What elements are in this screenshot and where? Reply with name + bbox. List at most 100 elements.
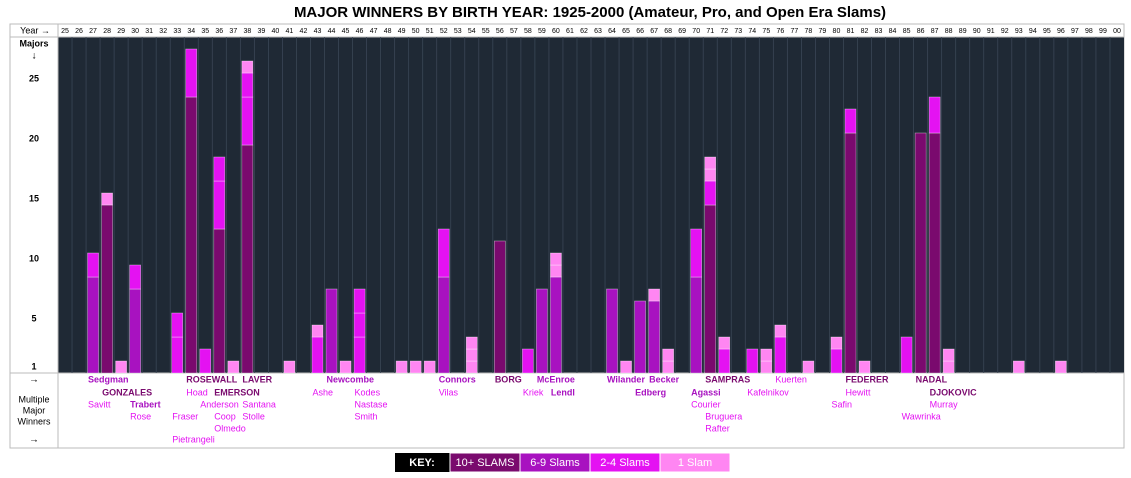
x-tick-label: 67 [650,28,658,35]
bar-segment [115,360,127,374]
winner-name: Santana [242,399,276,409]
winner-name: Newcombe [327,374,375,384]
bar-segment [914,132,927,374]
x-tick-label: 47 [370,28,378,35]
winner-name: LAVER [242,374,272,384]
winner-name: NADAL [916,374,948,384]
winner-name: Becker [649,374,680,384]
x-tick-label: 39 [257,28,265,35]
winner-name: Bruguera [705,411,742,421]
winner-name: Trabert [130,399,161,409]
key-box [395,453,450,472]
x-tick-label: 96 [1057,28,1065,35]
winner-name: Wawrinka [902,411,941,421]
x-tick-label: 28 [103,28,111,35]
winner-name: Kriek [523,387,544,397]
bar-segment [465,336,478,350]
bar-segment [353,336,366,374]
winner-name: Wilander [607,374,645,384]
key-label: KEY: [409,457,434,469]
y-axis-arrow: ↓ [32,51,37,62]
bar-segment [704,204,717,374]
x-tick-label: 53 [454,28,462,35]
x-tick-label: 82 [861,28,869,35]
x-tick-label: 89 [959,28,967,35]
winner-name: McEnroe [537,374,575,384]
bar-segment [718,336,731,350]
x-tick-label: 85 [903,28,911,35]
x-tick-label: 52 [440,28,448,35]
winner-name: Pietrangeli [172,434,215,444]
x-tick-label: 58 [524,28,532,35]
key-entry: 6-9 Slams [530,457,580,469]
winner-name: Olmedo [214,423,246,433]
bar-segment [129,264,141,290]
bar-segment [101,204,113,374]
y-tick-label: 25 [29,73,39,83]
winner-name: Safin [831,399,852,409]
bar-segment [858,360,871,374]
bar-segment [634,300,646,374]
bar-segment [718,348,731,374]
y-tick-label: 10 [29,253,39,263]
winner-name: BORG [495,374,522,384]
x-tick-label: 26 [75,28,83,35]
x-tick-label: 93 [1015,28,1023,35]
winner-name: Kafelnikov [747,387,789,397]
bar-segment [774,324,787,338]
x-tick-label: 56 [496,28,504,35]
bar-segment [606,288,618,374]
x-tick-label: 60 [552,28,560,35]
x-tick-label: 66 [636,28,644,35]
x-tick-label: 61 [566,28,574,35]
bar-segment [900,336,913,374]
x-tick-label: 74 [748,28,756,35]
winner-name: Hewitt [845,387,871,397]
x-tick-label: 27 [89,28,97,35]
bar-segment [844,132,857,374]
bar-segment [241,72,254,98]
x-tick-label: 94 [1029,28,1037,35]
x-tick-label: 91 [987,28,995,35]
bar-segment [339,360,352,374]
bar-segment [704,156,717,170]
bar-segment [942,360,955,374]
bar-segment [928,96,941,134]
x-tick-label: 45 [342,28,350,35]
winner-name: Connors [439,374,476,384]
bar-segment [830,336,843,350]
x-tick-label: 40 [272,28,280,35]
winner-name: Stolle [242,411,265,421]
x-tick-label: 57 [510,28,518,35]
x-tick-label: 30 [131,28,139,35]
x-tick-label: 25 [61,28,69,35]
x-tick-label: 75 [762,28,770,35]
key-entry: 10+ SLAMS [455,457,514,469]
chart-title: MAJOR WINNERS BY BIRTH YEAR: 1925-2000 (… [294,4,886,21]
x-tick-label: 49 [398,28,406,35]
bar-segment [409,360,422,374]
winner-name: ROSEWALL [186,374,238,384]
winner-name: Vilas [439,387,459,397]
key-entry: 2-4 Slams [600,457,650,469]
bar-segment [437,228,450,278]
key-swatch [659,452,731,473]
bar-segment [830,348,843,374]
x-tick-label: 78 [805,28,813,35]
winner-name: GONZALES [102,387,152,397]
y-tick-label: 1 [31,361,36,371]
x-tick-label: 51 [426,28,434,35]
bar-segment [536,288,548,374]
bar-segment [185,48,198,98]
winner-name: Sedgman [88,374,129,384]
bar-segment [550,276,562,374]
winner-name: Murray [930,399,959,409]
x-tick-label: 62 [580,28,588,35]
x-tick-label: 50 [412,28,420,35]
bar-segment [241,60,254,74]
bar-segment [662,348,674,362]
x-tick-label: 70 [692,28,700,35]
winner-name: Agassi [691,387,721,397]
bar-segment [550,252,562,266]
